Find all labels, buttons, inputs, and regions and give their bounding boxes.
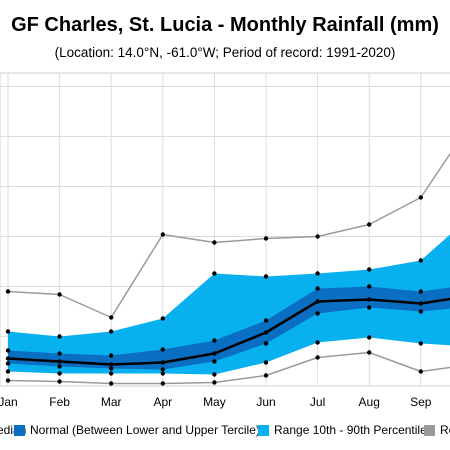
record-max-point [5, 289, 11, 294]
upper-tercile-point [160, 347, 165, 352]
legend-record-label: Record Range [440, 423, 450, 437]
range-10-90-band [8, 234, 450, 375]
upper-tercile-point [315, 286, 320, 291]
median-point [212, 351, 217, 356]
record-max-point [212, 240, 217, 245]
lower-tercile-point [160, 367, 165, 372]
median-line [7, 297, 450, 366]
legend-record-swatch [424, 424, 435, 436]
record-max-point [367, 222, 372, 227]
lower-tercile-point [315, 311, 320, 316]
lower-tercile-point [418, 309, 423, 314]
record-min-point [315, 355, 320, 360]
upper-tercile-point [212, 338, 217, 343]
chart-subtitle: (Location: 14.0°N, -61.0°W; Period of re… [54, 45, 396, 60]
x-tick-label: Jun [256, 395, 275, 409]
x-tick-label: Sep [410, 395, 432, 409]
upper-tercile-point [57, 351, 62, 356]
p90-point [315, 271, 320, 276]
lower-tercile-point [109, 366, 114, 371]
lower-tercile-point [367, 305, 372, 310]
x-tick-label: Apr [153, 395, 172, 409]
x-tick-label: Feb [49, 395, 70, 409]
plot-area: JanFebMarAprMayJunJulAugSepOctNov [0, 72, 450, 409]
median-point [418, 301, 423, 306]
upper-tercile-point [367, 284, 372, 289]
p10-point [263, 360, 269, 365]
p10-point [418, 341, 423, 346]
median-point [5, 356, 11, 361]
lower-tercile-point [57, 364, 62, 369]
p10-point [367, 335, 372, 340]
record-min-point [367, 350, 372, 355]
upper-tercile-point [263, 318, 269, 323]
record-min-point [160, 381, 165, 386]
median-point [315, 299, 320, 304]
x-tick-label: May [203, 395, 226, 409]
legend-item-normal: Normal (Between Lower and Upper Tercile) [14, 423, 260, 437]
record-max-point [315, 234, 320, 239]
p10-point [57, 371, 62, 376]
record-min-point [263, 373, 269, 378]
x-tick-label: Jan [0, 395, 18, 409]
p90-point [109, 329, 114, 334]
legend: Median Normal (Between Lower and Upper T… [0, 418, 450, 442]
lower-tercile-point [263, 341, 269, 346]
median-point [367, 297, 372, 302]
record-max-line [7, 152, 450, 319]
p10-point [5, 369, 11, 374]
record-max-point [160, 232, 165, 237]
record-min-line [7, 351, 450, 385]
p10-point [315, 340, 320, 345]
record-max-point [57, 292, 62, 297]
plot-frame [0, 72, 450, 387]
lower-tercile-point [212, 359, 217, 364]
legend-range-swatch [258, 424, 269, 436]
legend-item-range: Range 10th - 90th Percentile [258, 423, 427, 437]
record-min-point [418, 369, 423, 374]
p90-point [367, 267, 372, 272]
chart-title: GF Charles, St. Lucia - Monthly Rainfall… [11, 14, 439, 36]
median-point [57, 359, 62, 364]
upper-tercile-point [418, 289, 423, 294]
x-tick-label: Aug [359, 395, 380, 409]
legend-normal-swatch [14, 424, 25, 436]
p10-point [212, 372, 217, 377]
p90-point [57, 334, 62, 339]
upper-tercile-point [5, 348, 11, 353]
x-tick-label: Jul [310, 395, 325, 409]
record-min-point [212, 380, 217, 385]
p10-point [160, 371, 165, 376]
p10-point [109, 371, 114, 376]
p90-point [5, 329, 11, 334]
median-point [109, 362, 114, 367]
upper-tercile-point [109, 353, 114, 358]
p90-point [160, 316, 165, 321]
x-tick-label: Mar [101, 395, 122, 409]
legend-normal-label: Normal (Between Lower and Upper Tercile) [30, 423, 260, 437]
p90-point [418, 258, 423, 263]
record-min-point [57, 379, 62, 384]
record-max-point [263, 236, 269, 241]
record-max-point [418, 195, 423, 200]
record-min-point [109, 381, 114, 386]
tercile-band [8, 286, 450, 370]
legend-item-record: Record Range [424, 423, 450, 437]
legend-range-label: Range 10th - 90th Percentile [274, 423, 427, 437]
lower-tercile-point [5, 361, 11, 366]
median-point [160, 360, 165, 365]
record-max-point [109, 315, 114, 320]
record-min-point [5, 378, 11, 383]
p90-point [263, 274, 269, 279]
median-point [263, 330, 269, 335]
p90-point [212, 271, 217, 276]
